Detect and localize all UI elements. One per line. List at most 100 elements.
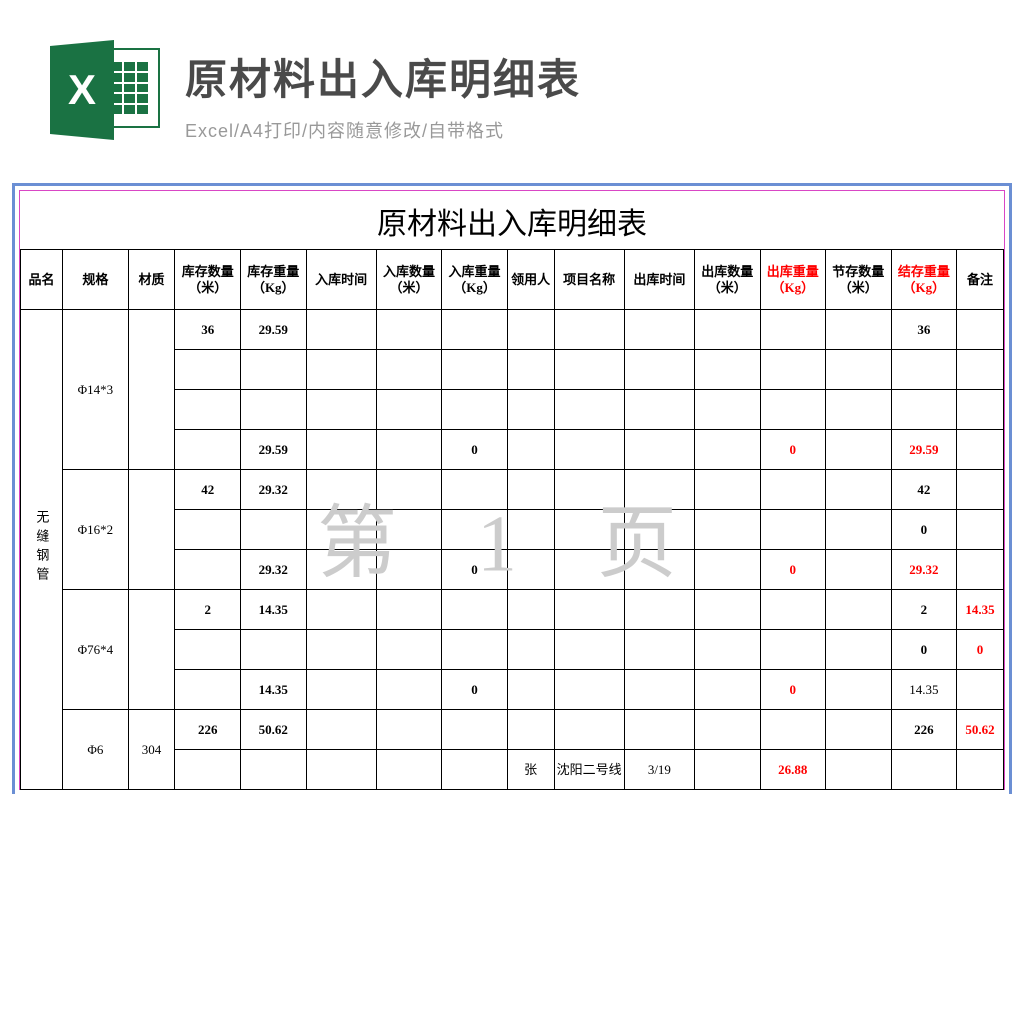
data-cell (554, 470, 624, 510)
data-cell (306, 390, 376, 430)
data-cell (957, 750, 1004, 790)
spec-cell: Φ6 (63, 710, 129, 790)
data-cell (376, 310, 442, 350)
data-cell: 张 (507, 750, 554, 790)
data-cell (306, 510, 376, 550)
data-cell (507, 510, 554, 550)
data-cell: 226 (175, 710, 241, 750)
column-header: 节存数量（米） (826, 250, 892, 310)
product-name-cell: 无缝钢管 (21, 310, 63, 790)
data-cell (624, 510, 694, 550)
data-cell (624, 670, 694, 710)
data-cell (306, 350, 376, 390)
data-cell (442, 510, 508, 550)
excel-icon: X (50, 40, 160, 140)
data-cell: 36 (175, 310, 241, 350)
data-cell (694, 430, 760, 470)
data-cell (554, 550, 624, 590)
data-cell (826, 430, 892, 470)
data-cell (624, 310, 694, 350)
data-cell (306, 630, 376, 670)
data-cell (826, 310, 892, 350)
data-cell (554, 710, 624, 750)
data-cell (507, 590, 554, 630)
data-cell (554, 430, 624, 470)
data-cell: 29.32 (240, 470, 306, 510)
data-cell (175, 550, 241, 590)
data-cell (826, 550, 892, 590)
data-cell (376, 350, 442, 390)
data-cell (826, 750, 892, 790)
data-cell: 42 (891, 470, 957, 510)
data-cell (442, 310, 508, 350)
data-cell (376, 630, 442, 670)
data-cell (826, 670, 892, 710)
data-cell (376, 710, 442, 750)
data-cell: 29.32 (240, 550, 306, 590)
data-cell: 0 (442, 670, 508, 710)
data-cell (240, 630, 306, 670)
column-header: 出库重量（Kg） (760, 250, 826, 310)
data-cell: 0 (760, 550, 826, 590)
data-cell (694, 630, 760, 670)
data-cell (175, 430, 241, 470)
data-cell (175, 750, 241, 790)
data-cell: 沈阳二号线 (554, 750, 624, 790)
data-cell (624, 350, 694, 390)
column-header: 备注 (957, 250, 1004, 310)
data-cell (507, 390, 554, 430)
data-cell (554, 670, 624, 710)
data-cell (442, 590, 508, 630)
data-cell (175, 350, 241, 390)
data-cell (760, 710, 826, 750)
data-cell (554, 630, 624, 670)
spec-cell: Φ16*2 (63, 470, 129, 590)
column-header: 品名 (21, 250, 63, 310)
column-header: 入库数量（米） (376, 250, 442, 310)
data-cell (240, 510, 306, 550)
data-cell (175, 510, 241, 550)
data-cell (376, 590, 442, 630)
data-cell (891, 390, 957, 430)
column-header: 结存重量（Kg） (891, 250, 957, 310)
data-cell (175, 630, 241, 670)
data-cell (624, 430, 694, 470)
data-cell: 0 (760, 430, 826, 470)
column-header: 入库时间 (306, 250, 376, 310)
data-cell (694, 590, 760, 630)
data-cell (760, 390, 826, 430)
data-cell (624, 550, 694, 590)
data-cell: 29.59 (240, 430, 306, 470)
data-cell (957, 310, 1004, 350)
data-cell (826, 510, 892, 550)
data-cell (624, 470, 694, 510)
data-cell: 0 (442, 430, 508, 470)
data-cell: 29.59 (240, 310, 306, 350)
data-cell (507, 350, 554, 390)
data-cell (507, 630, 554, 670)
data-cell: 29.32 (891, 550, 957, 590)
data-cell (306, 590, 376, 630)
data-cell (240, 390, 306, 430)
data-cell: 36 (891, 310, 957, 350)
data-cell (376, 750, 442, 790)
data-cell: 14.35 (957, 590, 1004, 630)
data-cell (306, 550, 376, 590)
data-cell (957, 470, 1004, 510)
column-header: 库存重量（Kg） (240, 250, 306, 310)
data-cell (507, 670, 554, 710)
column-header: 出库数量（米） (694, 250, 760, 310)
data-cell (507, 430, 554, 470)
data-cell: 29.59 (891, 430, 957, 470)
data-cell (957, 430, 1004, 470)
table-header: 品名规格材质库存数量（米）库存重量（Kg）入库时间入库数量（米）入库重量（Kg）… (21, 250, 1004, 310)
data-cell (760, 470, 826, 510)
data-cell (957, 390, 1004, 430)
spec-cell: Φ14*3 (63, 310, 129, 470)
column-header: 规格 (63, 250, 129, 310)
data-cell (554, 390, 624, 430)
column-header: 出库时间 (624, 250, 694, 310)
data-cell (376, 550, 442, 590)
column-header: 项目名称 (554, 250, 624, 310)
data-cell: 226 (891, 710, 957, 750)
